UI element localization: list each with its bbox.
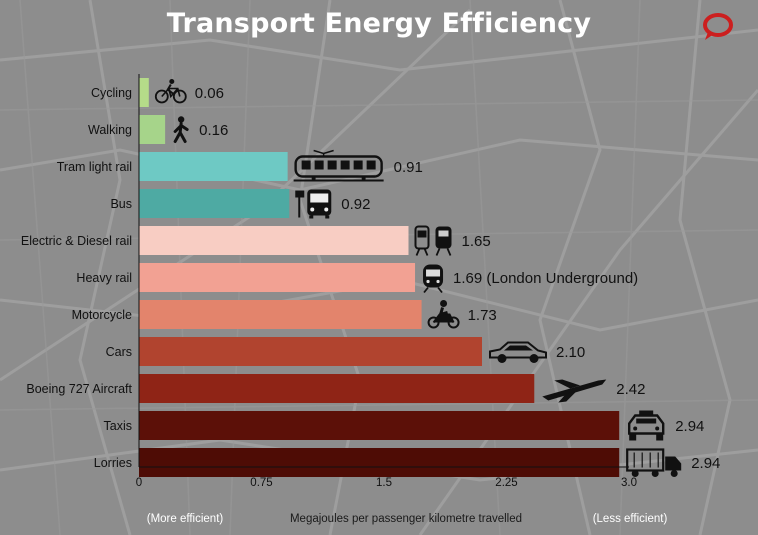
category-label: Bus bbox=[110, 197, 132, 211]
bar-row: Taxis 2.94 bbox=[104, 410, 704, 441]
bar bbox=[139, 189, 290, 218]
motorcycle-icon bbox=[427, 300, 460, 329]
bar bbox=[139, 263, 416, 292]
category-label: Walking bbox=[88, 123, 132, 137]
category-label: Motorcycle bbox=[72, 308, 132, 322]
category-label: Cycling bbox=[91, 86, 132, 100]
category-label: Lorries bbox=[94, 456, 132, 470]
bar bbox=[139, 78, 149, 107]
bar-row: Tram light rail 0.91 bbox=[57, 149, 423, 182]
value-label: 2.10 bbox=[556, 344, 585, 361]
value-label: 2.94 bbox=[675, 418, 704, 435]
value-label: 0.16 bbox=[199, 122, 228, 139]
bar-row: Motorcycle 1.73 bbox=[72, 300, 497, 329]
value-label: 0.91 bbox=[394, 159, 423, 176]
car-icon bbox=[489, 341, 547, 363]
more-efficient-note: (More efficient) bbox=[147, 513, 224, 525]
pedestrian-icon bbox=[173, 116, 189, 143]
x-tick-label: 1.5 bbox=[376, 477, 392, 489]
bus-stop-icon bbox=[295, 189, 332, 219]
value-label: 1.69 (London Underground) bbox=[453, 270, 638, 287]
bar bbox=[139, 337, 482, 366]
x-tick-label: 2.25 bbox=[495, 477, 517, 489]
bar bbox=[139, 374, 535, 403]
category-label: Boeing 727 Aircraft bbox=[26, 382, 132, 396]
category-label: Cars bbox=[106, 345, 132, 359]
less-efficient-note: (Less efficient) bbox=[593, 513, 668, 525]
bar-row: Lorries 2.94 bbox=[94, 448, 720, 477]
value-label: 0.92 bbox=[341, 196, 370, 213]
tram-icon bbox=[293, 149, 384, 182]
value-label: 2.94 bbox=[691, 455, 720, 472]
category-label: Heavy rail bbox=[76, 271, 132, 285]
bicycle-icon bbox=[154, 79, 187, 104]
value-label: 1.73 bbox=[468, 307, 497, 324]
bar-row: Walking 0.16 bbox=[88, 115, 228, 144]
x-axis-title: Megajoules per passenger kilometre trave… bbox=[290, 513, 522, 525]
airplane-icon bbox=[542, 379, 607, 403]
bar-row: Boeing 727 Aircraft 2.42 bbox=[26, 374, 645, 403]
x-tick-label: 0.75 bbox=[250, 477, 272, 489]
bar bbox=[139, 115, 166, 144]
bar-row: Cycling 0.06 bbox=[91, 78, 224, 107]
bar-row: Cars 2.10 bbox=[106, 337, 585, 366]
x-tick-label: 0 bbox=[136, 477, 142, 489]
category-label: Taxis bbox=[104, 419, 132, 433]
lorry-icon bbox=[626, 448, 682, 477]
bar bbox=[139, 411, 620, 440]
speech-bubble-logo-icon bbox=[703, 13, 733, 40]
bar bbox=[139, 448, 620, 477]
taxi-icon bbox=[628, 410, 665, 441]
value-label: 2.42 bbox=[616, 381, 645, 398]
bar bbox=[139, 226, 409, 255]
value-label: 0.06 bbox=[195, 85, 224, 102]
category-label: Electric & Diesel rail bbox=[21, 234, 132, 248]
value-label: 1.65 bbox=[462, 233, 491, 250]
bar bbox=[139, 300, 422, 329]
train-icon bbox=[414, 225, 452, 256]
underground-train-icon bbox=[423, 264, 444, 294]
bar-row: Electric & Diesel rail 1.65 bbox=[21, 225, 491, 256]
x-tick-label: 3.0 bbox=[621, 477, 637, 489]
chart-title: Transport Energy Efficiency bbox=[166, 8, 592, 39]
bar-row: Bus 0.92 bbox=[110, 189, 370, 219]
category-label: Tram light rail bbox=[57, 160, 132, 174]
bar-row: Heavy rail 1.69 (London Underground) bbox=[76, 263, 638, 294]
bar bbox=[139, 152, 288, 181]
